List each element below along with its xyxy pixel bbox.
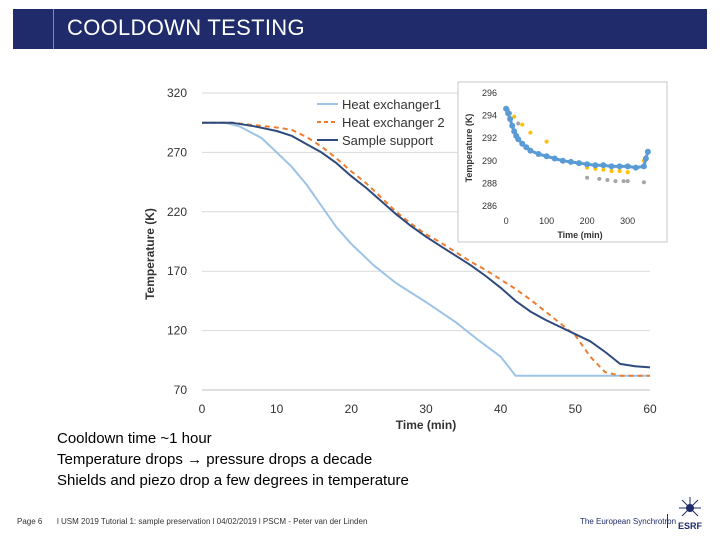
legend-label-heat-exchanger-1: Heat exchanger1 (342, 97, 441, 112)
legend-label-heat-exchanger-2: Heat exchanger 2 (342, 115, 445, 130)
series-line-sample-support (202, 121, 651, 369)
footer-separator (667, 514, 668, 528)
series-line-heat-exchanger-1 (202, 121, 650, 377)
inset-point (585, 175, 590, 180)
inset-y-tick-label: 290 (482, 156, 497, 166)
inset-y-tick-label: 288 (482, 178, 497, 188)
inset-y-tick-label: 286 (482, 201, 497, 211)
inset-y-tick-label: 292 (482, 133, 497, 143)
bullet-list: Cooldown time ~1 hour Temperature drops … (57, 428, 409, 491)
slide-title: COOLDOWN TESTING (67, 15, 305, 40)
page-number: Page 6 (17, 517, 43, 526)
title-divider (53, 9, 54, 49)
x-tick-label: 50 (569, 402, 583, 416)
inset-point (516, 121, 521, 126)
inset-point (609, 169, 614, 173)
inset-point (641, 180, 646, 185)
inset-x-axis-label: Time (min) (557, 230, 602, 240)
legend: Heat exchanger1 Heat exchanger 2 Sample … (317, 97, 445, 148)
x-tick-label: 10 (270, 402, 284, 416)
y-tick-label: 170 (167, 264, 187, 278)
inset-point (625, 179, 630, 184)
inset-point (512, 114, 517, 119)
inset-x-tick-labels: 0 100 200 300 (504, 216, 636, 226)
inset-y-tick-labels: 286 288 290 292 294 296 (482, 88, 497, 211)
bullet-item: Temperature drops → pressure drops a dec… (57, 451, 373, 468)
inset-point (528, 130, 533, 135)
inset-y-tick-label: 294 (482, 111, 497, 121)
inset-point (520, 122, 525, 127)
x-tick-label: 20 (345, 402, 359, 416)
inset-point (625, 170, 630, 175)
inset-point (621, 179, 626, 184)
y-tick-label: 120 (167, 324, 187, 338)
inset-point (544, 139, 549, 144)
esrf-logo-icon: ESRF (678, 497, 703, 531)
footer-organization: The European Synchrotron (580, 517, 677, 526)
y-tick-label: 70 (174, 383, 188, 397)
main-y-tick-labels: 70 120 170 220 270 320 (167, 86, 187, 397)
inset-point (613, 179, 618, 184)
inset-point (605, 178, 610, 182)
x-tick-label: 40 (494, 402, 508, 416)
x-axis-label: Time (min) (396, 418, 456, 432)
main-series (202, 121, 651, 377)
inset-x-tick-label: 200 (580, 216, 595, 226)
x-tick-label: 60 (643, 402, 657, 416)
main-x-tick-labels: 0 10 20 30 40 50 60 (199, 402, 657, 416)
footer-text: l USM 2019 Tutorial 1: sample preservati… (57, 517, 368, 526)
inset-point (617, 169, 622, 173)
inset-point (597, 176, 602, 181)
bullet-item: Shields and piezo drop a few degrees in … (57, 472, 409, 489)
y-tick-label: 320 (167, 86, 187, 100)
inset-chart: 286 288 290 292 294 296 0 100 200 300 Temperatur… (457, 81, 668, 243)
inset-x-tick-label: 100 (539, 216, 554, 226)
x-tick-label: 30 (419, 402, 433, 416)
bullet-item: Cooldown time ~1 hour (57, 430, 212, 447)
title-bar: COOLDOWN TESTING (13, 9, 707, 49)
inset-x-tick-label: 0 (504, 216, 509, 226)
svg-text:ESRF: ESRF (678, 521, 703, 531)
y-tick-label: 270 (167, 145, 187, 159)
x-tick-label: 0 (199, 402, 206, 416)
series-line-heat-exchanger-2 (202, 121, 650, 377)
inset-points (503, 105, 651, 185)
y-axis-label: Temperature (K) (143, 208, 157, 300)
inset-x-tick-label: 300 (620, 216, 635, 226)
y-tick-label: 220 (167, 205, 187, 219)
inset-series-trace (504, 108, 650, 170)
inset-y-tick-label: 296 (482, 88, 497, 98)
legend-label-sample-support: Sample support (342, 133, 433, 148)
inset-point (601, 167, 606, 172)
inset-y-axis-label: Temperature (K) (464, 114, 474, 183)
